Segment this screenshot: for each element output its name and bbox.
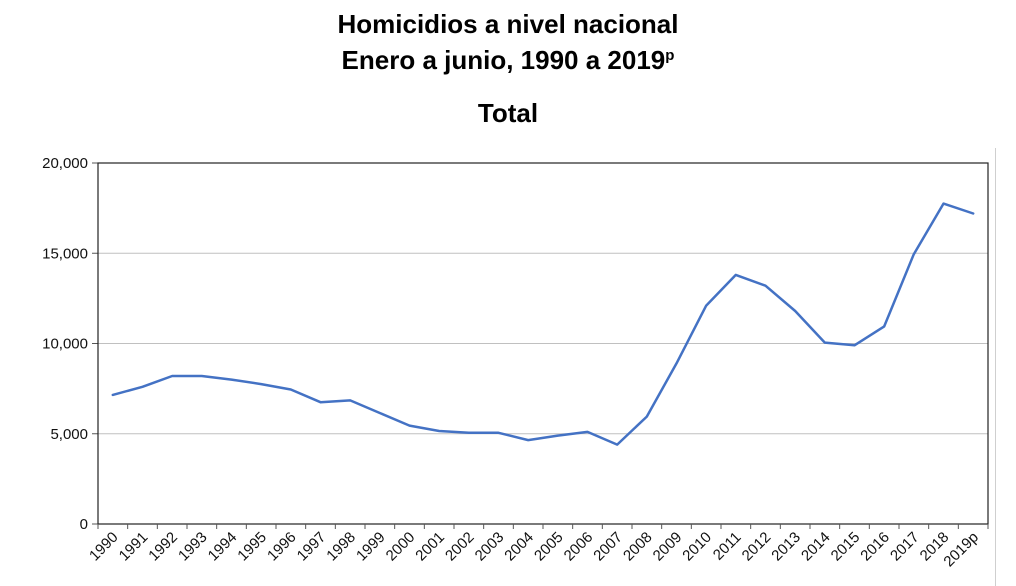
x-tick-label: 1998 [323, 529, 359, 565]
x-tick-label: 2019p [940, 529, 982, 571]
outer-frame-edge [995, 148, 996, 586]
y-tick-label: 20,000 [42, 155, 88, 172]
title-line-2-text: Enero a junio, 1990 a 2019 [341, 45, 666, 75]
x-tick-label: 2012 [739, 529, 775, 565]
x-tick-label: 2001 [412, 529, 448, 565]
x-tick-label: 1995 [234, 529, 270, 565]
x-tick-label: 2007 [590, 529, 626, 565]
x-tick-label: 1993 [175, 529, 211, 565]
chart-subtitle: Total [477, 98, 539, 128]
title-line-1: Homicidios a nivel nacional [337, 9, 679, 39]
x-tick-label: 2014 [798, 529, 834, 565]
title-line-2: Enero a junio, 1990 a 2019p [0, 40, 1016, 76]
y-tick-label: 15,000 [42, 245, 88, 262]
y-tick-label: 10,000 [42, 336, 88, 353]
x-tick-label: 1990 [86, 529, 122, 565]
series-line-total [111, 202, 975, 446]
x-tick-label: 1994 [205, 529, 241, 565]
x-tick-label: 1991 [116, 529, 152, 565]
x-tick-label: 2008 [620, 529, 656, 565]
x-tick-label: 1999 [353, 529, 389, 565]
x-tick-label: 2017 [887, 529, 923, 565]
x-tick-label: 1996 [264, 529, 300, 565]
x-tick-label: 2009 [650, 529, 686, 565]
x-tick-label: 2013 [768, 529, 804, 565]
chart-title: Homicidios a nivel nacional Enero a juni… [0, 8, 1016, 76]
x-tick-label: 2004 [501, 529, 537, 565]
y-tick-label: 5,000 [50, 426, 88, 443]
x-tick-label: 1997 [294, 529, 330, 565]
y-tick-label: 0 [80, 516, 88, 533]
x-tick-label: 2000 [383, 529, 419, 565]
x-tick-label: 2002 [442, 529, 478, 565]
x-tick-label: 2003 [472, 529, 508, 565]
x-tick-label: 2016 [857, 529, 893, 565]
x-tick-label: 1992 [145, 529, 181, 565]
x-tick-label: 2015 [828, 529, 864, 565]
x-tick-label: 2010 [679, 529, 715, 565]
title-superscript: p [665, 47, 675, 64]
x-tick-label: 2011 [710, 529, 745, 564]
x-tick-label: 2005 [531, 529, 567, 565]
x-tick-label: 2006 [561, 529, 597, 565]
